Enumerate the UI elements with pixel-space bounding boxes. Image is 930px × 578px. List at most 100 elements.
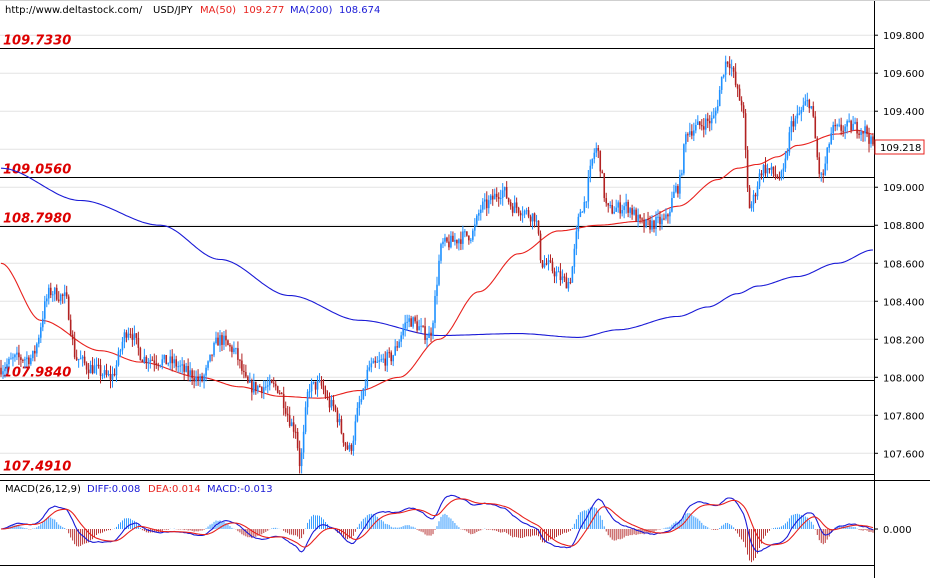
candle-body — [185, 365, 187, 372]
candle-body — [591, 158, 594, 166]
candle-body — [416, 321, 418, 331]
candle-body — [382, 358, 385, 360]
candle-body — [681, 173, 683, 175]
candle-body — [641, 218, 643, 220]
candle-body — [669, 211, 671, 217]
candle-body — [189, 370, 191, 376]
candle-body — [649, 220, 651, 230]
horizontal-levels: 109.7330 109.0560 108.7980 107.9840 107.4910 — [0, 34, 874, 475]
candle-body — [129, 333, 132, 335]
candle-body — [169, 356, 172, 364]
candle-body — [18, 352, 20, 358]
candle-body — [436, 284, 438, 296]
candle-body — [826, 147, 829, 164]
candle-body — [585, 201, 588, 203]
candle-body — [364, 386, 367, 389]
candle-body — [45, 298, 48, 302]
candle-body — [223, 335, 225, 345]
candle-body — [846, 121, 848, 127]
candle-body — [135, 333, 138, 338]
candle-body — [726, 61, 729, 64]
candle-body — [241, 360, 243, 371]
candle-body — [629, 208, 631, 213]
source-url[interactable]: http://www.deltastock.com/ — [5, 5, 143, 16]
candle-body — [850, 120, 852, 131]
candle-body — [722, 74, 725, 77]
candle-body — [507, 198, 510, 203]
candle-body — [398, 341, 400, 348]
candle-body — [792, 121, 795, 127]
candle-body — [71, 334, 74, 340]
candle-body — [788, 132, 791, 153]
candle-body — [595, 147, 598, 153]
grid — [0, 34, 874, 454]
candle-body — [107, 374, 110, 376]
candle-body — [481, 201, 484, 210]
candle-body — [414, 317, 416, 322]
candle-body — [211, 354, 213, 356]
candle-body — [760, 173, 763, 176]
candle-body — [99, 365, 102, 376]
candle-body — [22, 359, 24, 361]
candle-body — [63, 292, 66, 296]
candle-body — [181, 364, 183, 366]
candle-body — [430, 332, 432, 336]
candle-body — [446, 237, 448, 242]
candle-body — [155, 363, 158, 365]
ma200-line — [0, 167, 874, 338]
candle-body — [30, 358, 32, 365]
candle-body — [229, 345, 231, 347]
candle-body — [93, 366, 96, 374]
candle-body — [834, 125, 836, 127]
candle-body — [103, 370, 106, 376]
candle-body — [593, 152, 596, 159]
candle-body — [864, 126, 866, 134]
candle-body — [245, 372, 247, 377]
candle-body — [794, 118, 797, 127]
candle-body — [836, 124, 838, 127]
candle-body — [708, 120, 711, 124]
candle-body — [543, 263, 546, 268]
candle-body — [830, 133, 832, 145]
candle-body — [426, 338, 428, 341]
candle-body — [442, 241, 444, 245]
candle-body — [748, 187, 751, 209]
candle-body — [49, 287, 52, 296]
candle-body — [219, 335, 221, 346]
candle-body — [239, 359, 241, 361]
y-tick-label: 108.800 — [883, 221, 924, 232]
candle-body — [340, 419, 343, 434]
level-label: 109.0560 — [3, 163, 71, 178]
candle-body — [677, 186, 679, 194]
candle-body — [428, 332, 430, 339]
candle-body — [276, 386, 279, 393]
candle-body — [653, 220, 655, 229]
candle-body — [167, 363, 170, 365]
y-tick-label: 108.400 — [883, 297, 924, 308]
candle-body — [249, 380, 251, 383]
candle-body — [123, 332, 126, 342]
candle-body — [143, 356, 146, 363]
candle-body — [758, 173, 761, 187]
candle-body — [300, 452, 303, 467]
candle-body — [619, 202, 621, 214]
candle-body — [868, 134, 870, 144]
candle-body — [59, 294, 62, 301]
candle-body — [47, 287, 50, 299]
candle-body — [10, 358, 12, 360]
candle-body — [495, 193, 498, 198]
candle-body — [105, 370, 108, 375]
candle-body — [225, 335, 227, 341]
candle-body — [266, 385, 269, 387]
candle-body — [175, 359, 177, 367]
candle-body — [695, 124, 697, 131]
candle-body — [65, 292, 68, 297]
candle-body — [183, 364, 185, 372]
candle-body — [274, 383, 277, 387]
y-tick-label: 107.600 — [883, 449, 924, 460]
candle-body — [625, 201, 627, 207]
candle-body — [476, 215, 478, 225]
candle-body — [736, 85, 739, 89]
candle-body — [806, 99, 809, 102]
